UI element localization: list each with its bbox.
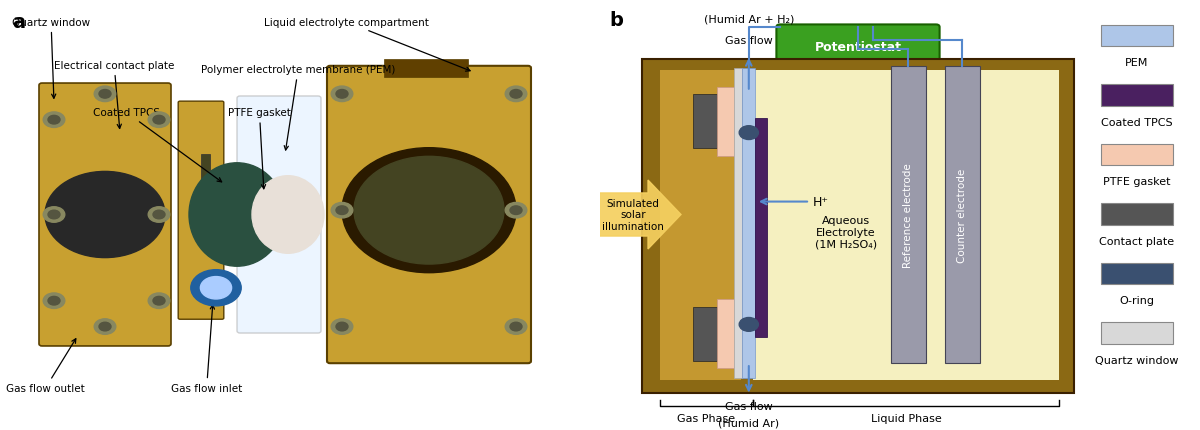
FancyBboxPatch shape [1102,263,1174,285]
FancyBboxPatch shape [742,69,756,378]
Circle shape [336,322,348,331]
FancyBboxPatch shape [178,102,224,319]
FancyBboxPatch shape [734,69,742,378]
FancyBboxPatch shape [890,67,926,363]
Circle shape [48,116,60,125]
Circle shape [98,90,112,99]
Circle shape [154,116,166,125]
Circle shape [510,322,522,331]
Text: Gas flow: Gas flow [725,36,773,46]
Circle shape [505,87,527,102]
Circle shape [154,211,166,219]
Text: Liquid Phase: Liquid Phase [871,413,941,423]
Text: Gas Phase: Gas Phase [677,413,736,423]
FancyBboxPatch shape [1102,26,1174,47]
Circle shape [48,297,60,305]
Circle shape [94,87,115,102]
Text: Quartz window: Quartz window [12,18,90,99]
Text: b: b [610,11,623,30]
FancyBboxPatch shape [694,307,718,361]
Circle shape [48,211,60,219]
Circle shape [149,113,170,128]
Circle shape [510,206,522,215]
Ellipse shape [252,176,324,254]
Text: Electrical contact plate: Electrical contact plate [54,61,174,129]
Circle shape [505,203,527,218]
Text: PTFE gasket: PTFE gasket [1103,177,1171,187]
Circle shape [342,148,516,273]
Circle shape [331,203,353,218]
Ellipse shape [190,163,286,267]
Text: O-ring: O-ring [1120,295,1154,305]
FancyBboxPatch shape [1102,85,1174,107]
Circle shape [354,157,504,264]
Text: Reference electrode: Reference electrode [904,163,913,267]
Text: Gas flow inlet: Gas flow inlet [170,305,242,393]
Text: Coated TPCS: Coated TPCS [94,108,222,182]
Circle shape [739,318,758,332]
Text: Liquid electrolyte compartment: Liquid electrolyte compartment [264,18,470,72]
FancyBboxPatch shape [1102,144,1174,166]
FancyBboxPatch shape [326,67,530,363]
FancyBboxPatch shape [1102,322,1174,344]
Text: Aqueous
Electrolyte
(1M H₂SO₄): Aqueous Electrolyte (1M H₂SO₄) [815,215,877,249]
Text: Gas flow outlet: Gas flow outlet [6,339,85,393]
Text: Simulated
solar
illumination: Simulated solar illumination [602,198,664,232]
Circle shape [510,90,522,99]
FancyBboxPatch shape [718,88,734,157]
FancyBboxPatch shape [694,95,718,148]
Text: Contact plate: Contact plate [1099,236,1175,246]
Text: Coated TPCS: Coated TPCS [1102,117,1172,127]
Circle shape [336,206,348,215]
Text: PEM: PEM [1126,58,1148,68]
Text: (Humid Ar): (Humid Ar) [719,417,779,427]
Circle shape [331,87,353,102]
FancyBboxPatch shape [754,71,1060,381]
FancyBboxPatch shape [642,60,1074,393]
Text: Gas flow: Gas flow [725,401,773,412]
FancyBboxPatch shape [202,155,210,241]
Circle shape [336,90,348,99]
FancyBboxPatch shape [38,84,172,346]
FancyArrow shape [594,181,682,249]
FancyBboxPatch shape [1102,204,1174,225]
FancyBboxPatch shape [660,71,742,381]
FancyBboxPatch shape [756,118,768,338]
FancyBboxPatch shape [718,299,734,368]
Circle shape [98,322,112,331]
Circle shape [739,126,758,140]
Circle shape [46,172,166,258]
Text: Potentiostat: Potentiostat [815,41,901,54]
Circle shape [200,277,232,299]
Circle shape [149,293,170,309]
Circle shape [154,297,166,305]
Circle shape [43,113,65,128]
Circle shape [43,293,65,309]
Circle shape [94,319,115,335]
Text: (Humid Ar + H₂): (Humid Ar + H₂) [703,14,794,25]
Circle shape [149,207,170,223]
Text: Quartz window: Quartz window [1096,355,1178,365]
FancyBboxPatch shape [384,60,468,77]
Text: Polymer electrolyte membrane (PEM): Polymer electrolyte membrane (PEM) [202,65,395,150]
Text: Counter electrode: Counter electrode [958,168,967,262]
Circle shape [43,207,65,223]
FancyBboxPatch shape [946,67,979,363]
Circle shape [331,319,353,335]
FancyBboxPatch shape [238,97,322,333]
Circle shape [191,270,241,306]
Text: PTFE gasket: PTFE gasket [228,108,290,189]
Text: a: a [12,13,25,32]
Text: H⁺: H⁺ [814,196,829,209]
Circle shape [505,319,527,335]
FancyBboxPatch shape [776,25,940,69]
